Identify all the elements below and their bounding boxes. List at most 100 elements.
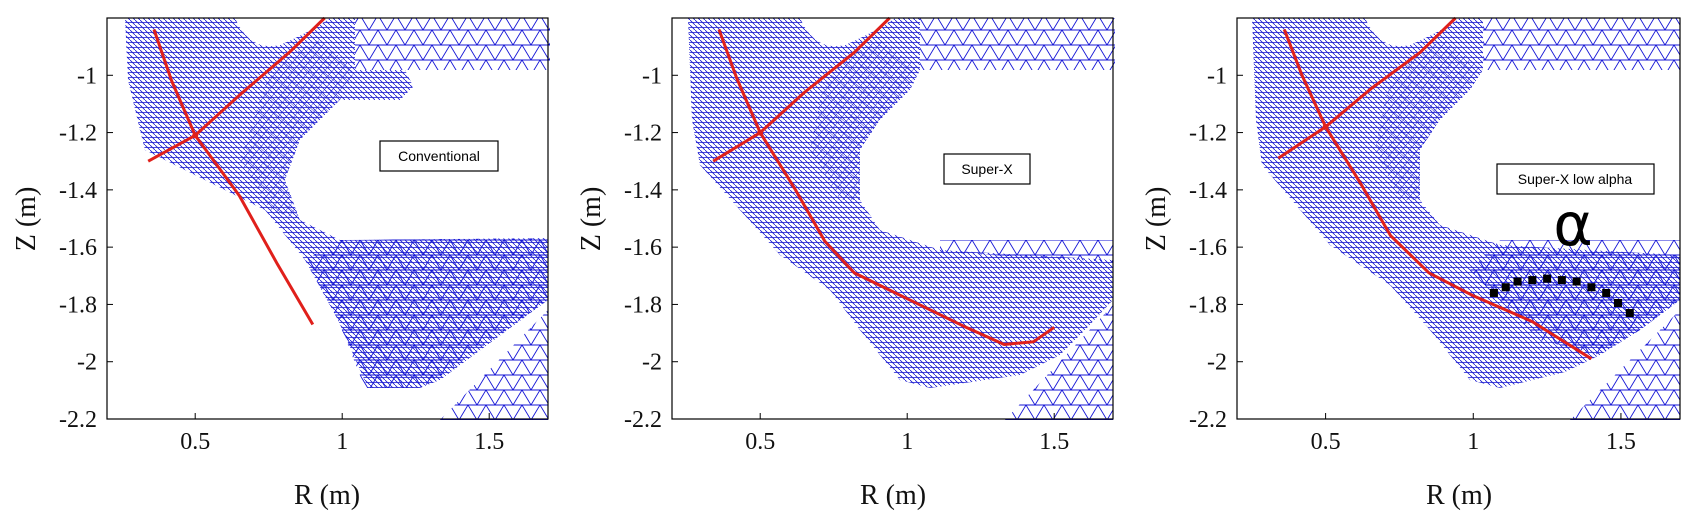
- x-point: [757, 129, 764, 136]
- alpha-arc-dot: [1528, 276, 1537, 285]
- alpha-arc-dot: [1625, 309, 1634, 318]
- separatrix-leg_inner: [152, 29, 197, 136]
- panel-super-x-low-alpha: Super-X low alpha α 0.5 1 1.5 -1 -1.2 -1.4 -1.…: [1141, 16, 1681, 511]
- separatrix-divertor_leg: [1324, 126, 1593, 361]
- y-tick-label: -1.4: [1189, 178, 1227, 204]
- y-tick-label: -1.4: [59, 178, 97, 204]
- alpha-arc-dot: [1489, 288, 1498, 297]
- alpha-arc-dot: [1543, 274, 1552, 283]
- alpha-arc-dot: [1557, 276, 1566, 285]
- plot-frame: [106, 17, 549, 420]
- mesh-top-triangles: [692, 18, 1115, 70]
- mesh-fine-flux: [688, 18, 1113, 388]
- y-tick-label: -1.2: [59, 121, 97, 147]
- y-tick-label: -2.2: [1189, 407, 1227, 433]
- mesh-wall-triangles: [440, 310, 548, 420]
- separatrix: [712, 16, 1056, 346]
- x-point: [1322, 123, 1329, 130]
- separatrix-leg_left: [1277, 125, 1327, 160]
- y-tick-label: -2: [642, 350, 662, 376]
- alpha-arc-dot: [1613, 298, 1622, 307]
- y-tick-label: -1.6: [1189, 235, 1227, 261]
- y-tick-label: -1.2: [1189, 121, 1227, 147]
- alpha-arc: [1489, 274, 1634, 318]
- separatrix-leg_outer_up: [194, 16, 326, 137]
- x-tick-label: 1.5: [1039, 429, 1069, 455]
- x-tick-label: 0.5: [180, 429, 210, 455]
- y-tick-label: -1: [642, 63, 662, 89]
- x-tick-label: 0.5: [1311, 429, 1341, 455]
- y-axis-label: Z (m): [576, 187, 607, 252]
- annotation-label: Super-X: [961, 161, 1013, 177]
- annotation-label: Super-X low alpha: [1518, 171, 1633, 187]
- x-axis-label: R (m): [294, 480, 360, 511]
- mesh-wall-triangles: [1005, 305, 1113, 420]
- alpha-symbol: α: [1553, 190, 1593, 260]
- separatrix-leg_outer_up: [759, 16, 891, 134]
- separatrix-leg_inner: [717, 28, 762, 134]
- mesh-region: [1252, 18, 1680, 420]
- mesh-core-radial: [1375, 40, 1483, 200]
- y-tick-label: -1.8: [1189, 292, 1227, 318]
- y-tick-label: -2.2: [59, 407, 97, 433]
- plot-frame: [671, 17, 1114, 420]
- plot-frame: [1236, 17, 1681, 420]
- separatrix: [1277, 16, 1593, 361]
- x-tick-label: 0.5: [745, 429, 775, 455]
- private-void: [1420, 70, 1680, 240]
- annotation-box: [379, 140, 499, 172]
- y-axis-label: Z (m): [11, 187, 42, 252]
- axis-ticks: 0.5 1 1.5 -1 -1.2 -1.4 -1.6 -1.8 -2 -2.2: [1189, 63, 1636, 455]
- mesh-divertor-triangles: [1470, 238, 1680, 355]
- separatrix: [147, 16, 326, 326]
- axis-ticks: 0.5 1 1.5 -1 -1.2 -1.4 -1.6 -1.8 -2 -2.2: [59, 63, 504, 455]
- y-tick-label: -1.8: [624, 292, 662, 318]
- mesh-divertor-triangles: [305, 238, 548, 388]
- y-tick-label: -2: [77, 350, 97, 376]
- y-tick-label: -1.8: [59, 292, 97, 318]
- mesh-region: [125, 18, 550, 420]
- separatrix-leg_inner: [1282, 28, 1327, 128]
- x-point: [192, 132, 199, 139]
- y-tick-label: -2.2: [624, 407, 662, 433]
- separatrix-leg_outer_up: [1324, 16, 1457, 128]
- y-tick-label: -1.2: [624, 121, 662, 147]
- mesh-core-radial: [810, 40, 920, 200]
- panel-super-x: Super-X 0.5 1 1.5-1-1.2-1.4-1.6-1.8-2-2.2 …: [576, 16, 1115, 511]
- y-axis-label: Z (m): [1141, 187, 1172, 252]
- x-tick-label: 1.5: [1606, 429, 1636, 455]
- mesh-region: [688, 18, 1115, 420]
- annotation-box: [1496, 163, 1655, 195]
- y-tick-label: -1.6: [59, 235, 97, 261]
- x-tick-label: 1: [1467, 429, 1479, 455]
- alpha-arc-dot: [1602, 288, 1611, 297]
- mesh-top-triangles: [130, 18, 550, 70]
- separatrix-divertor_leg: [758, 131, 1056, 346]
- y-tick-label: -1: [77, 63, 97, 89]
- x-tick-label: 1: [336, 429, 348, 455]
- x-tick-label: 1: [901, 429, 913, 455]
- mesh-core-radial: [240, 40, 355, 220]
- y-tick-label: -1.6: [624, 235, 662, 261]
- alpha-arc-dot: [1513, 277, 1522, 286]
- mesh-divertor-triangles: [940, 238, 1113, 262]
- x-axis-label: R (m): [860, 480, 926, 511]
- y-tick-label: -2: [1207, 350, 1227, 376]
- y-tick-label: -1: [1207, 63, 1227, 89]
- separatrix-leg_left: [712, 131, 761, 163]
- annotation-box: [943, 153, 1031, 185]
- x-axis-label: R (m): [1426, 480, 1492, 511]
- mesh-wall-triangles: [1570, 310, 1680, 420]
- panel-conventional: Conventional 0.5 1 1.5 -1 -1.2 -1.4 -1.6 -1.8 -2…: [11, 16, 550, 511]
- annotation-label: Conventional: [398, 148, 480, 164]
- alpha-arc-dot: [1587, 283, 1596, 292]
- y-tick-label: -1.4: [624, 178, 662, 204]
- separatrix-divertor_leg: [193, 134, 315, 326]
- alpha-arc-dot: [1572, 277, 1581, 286]
- separatrix-leg_left: [147, 134, 196, 163]
- mesh-top-triangles: [1256, 18, 1680, 70]
- x-tick-label: 1.5: [474, 429, 504, 455]
- axis-ticks: 0.5 1 1.5 -1 -1.2 -1.4 -1.6 -1.8 -2 -2.2: [624, 63, 1069, 455]
- alpha-arc-dot: [1501, 283, 1510, 292]
